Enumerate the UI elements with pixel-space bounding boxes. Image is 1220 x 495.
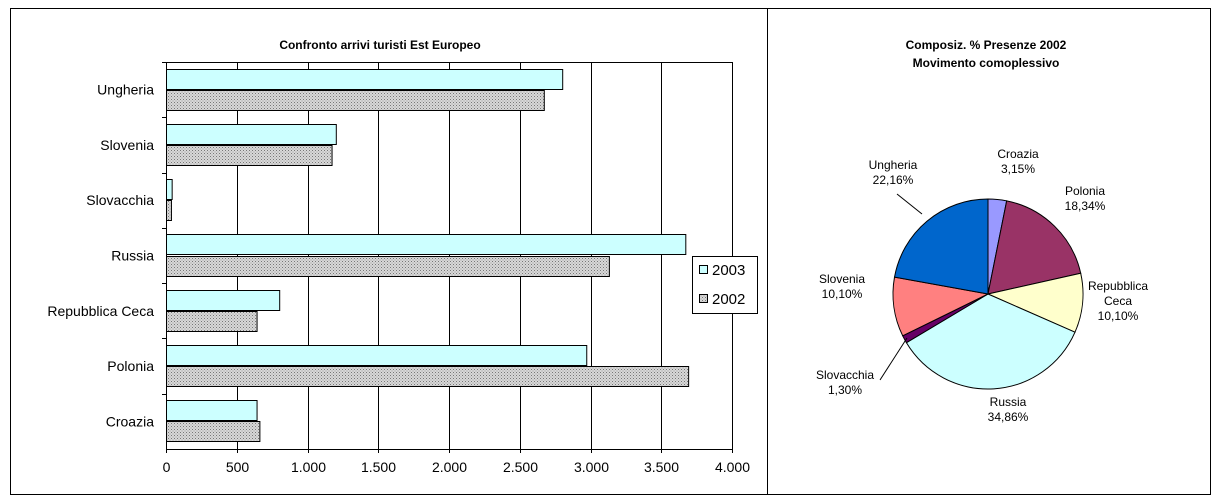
x-tick-label: 1.000: [291, 459, 326, 475]
bar-croazia-2003: [166, 400, 258, 421]
pie-chart-title-line-2: Movimento comoplessivo: [913, 56, 1060, 70]
pie-label-repubblica-ceca: Repubblica Ceca 10,10%: [1088, 279, 1148, 323]
leader-line-slovacchia: [879, 337, 908, 381]
pie-label-slovacchia: Slovacchia 1,30%: [816, 368, 874, 397]
bar-polonia-2002: [166, 366, 690, 387]
bar-slovenia-2002: [166, 145, 333, 166]
category-label-polonia: Polonia: [107, 358, 154, 374]
x-tick-label: 500: [226, 459, 250, 475]
category-label-croazia: Croazia: [106, 413, 154, 429]
x-tick-label: 2.000: [432, 459, 467, 475]
bar-slovacchia-2002: [166, 200, 172, 221]
x-tick-label: 3.500: [644, 459, 679, 475]
leader-line-ungheria: [896, 193, 923, 215]
legend-swatch-2002: [699, 294, 708, 303]
x-tick-labels: 0 500 1.000 1.500 2.000 2.500 3.000 3.500 4.000: [163, 459, 751, 475]
x-tick-label: 3.000: [574, 459, 609, 475]
legend-label-2003: 2003: [712, 262, 745, 279]
bar-marks: [166, 69, 690, 442]
bar-ungheria-2003: [166, 69, 564, 90]
bar-polonia-2003: [166, 345, 588, 366]
x-tick-label: 4.000: [715, 459, 750, 475]
category-labels: Ungheria Slovenia Slovacchia Russia Repubbli…: [47, 82, 154, 430]
category-label-repubblica-ceca: Repubblica Ceca: [47, 303, 154, 319]
pie-chart: Composiz. % Presenze 2002 Movimento como…: [816, 38, 1148, 424]
bar-slovacchia-2003: [166, 179, 173, 200]
category-label-ungheria: Ungheria: [97, 82, 154, 98]
pie-label-russia: Russia 34,86%: [988, 395, 1029, 424]
bar-slovenia-2003: [166, 124, 337, 145]
bar-chart: Confronto arrivi turisti Est Europeo Ung…: [47, 38, 758, 475]
bar-russia-2002: [166, 256, 610, 277]
category-label-slovenia: Slovenia: [100, 137, 154, 153]
pie-label-ungheria: Ungheria 22,16%: [869, 158, 918, 187]
pie-label-croazia: Croazia 3,15%: [997, 147, 1039, 176]
x-tick-label: 0: [163, 459, 171, 475]
bar-croazia-2002: [166, 421, 261, 442]
pie-labels: Croazia 3,15% Polonia 18,34% Repubblica Ceca 1…: [816, 147, 1148, 424]
pie-label-slovenia: Slovenia 10,10%: [819, 272, 865, 301]
legend: 2003 2002: [692, 256, 758, 314]
pie-slices: [892, 198, 1084, 390]
legend-label-2002: 2002: [712, 291, 745, 308]
pie-leader-lines: [879, 193, 923, 381]
pie-label-polonia: Polonia 18,34%: [1065, 184, 1106, 213]
legend-swatch-2003: [699, 265, 708, 274]
pie-slice-polonia: [987, 200, 1082, 295]
bar-ungheria-2002: [166, 90, 545, 111]
bar-chart-title: Confronto arrivi turisti Est Europeo: [279, 38, 480, 52]
x-tick-label: 1.500: [361, 459, 396, 475]
bar-repubblica-ceca-2003: [166, 290, 281, 311]
bar-russia-2003: [166, 234, 687, 255]
pie-slice-ungheria: [893, 198, 989, 295]
category-label-russia: Russia: [111, 248, 154, 264]
pie-chart-title-line-1: Composiz. % Presenze 2002: [906, 38, 1067, 52]
category-label-slovacchia: Slovacchia: [86, 192, 154, 208]
bar-repubblica-ceca-2002: [166, 311, 258, 332]
x-tick-label: 2.500: [503, 459, 538, 475]
